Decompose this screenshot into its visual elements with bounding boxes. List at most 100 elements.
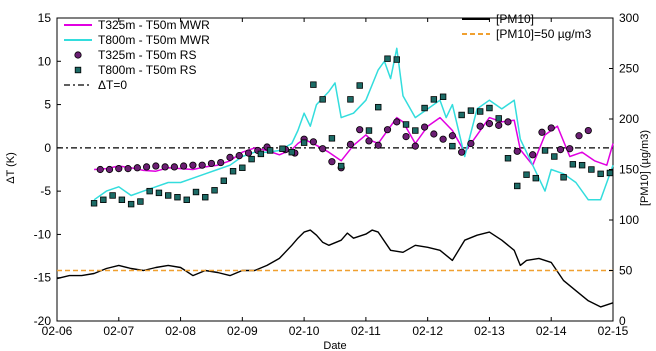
- y-right-tick-label: 200: [619, 112, 639, 126]
- point-t325m-t50m-rs: [566, 145, 574, 153]
- point-t800m-t50m-rs: [402, 121, 410, 128]
- point-t800m-t50m-rs: [300, 139, 308, 146]
- legend-label-rs325: T325m - T50m RS: [98, 48, 196, 62]
- point-t325m-t50m-rs: [402, 133, 410, 141]
- point-t325m-t50m-rs: [226, 153, 234, 161]
- point-t800m-t50m-rs: [365, 127, 373, 134]
- point-t800m-t50m-rs: [356, 82, 363, 89]
- point-t325m-t50m-rs: [529, 151, 537, 159]
- point-t325m-t50m-rs: [180, 162, 188, 170]
- point-t325m-t50m-rs: [467, 139, 475, 148]
- y-right-tick-label: 100: [619, 213, 639, 227]
- point-t800m-t50m-rs: [192, 188, 200, 196]
- point-t800m-t50m-rs: [578, 161, 586, 169]
- point-t325m-t50m-rs: [133, 164, 141, 172]
- point-t800m-t50m-rs: [412, 127, 419, 134]
- point-t325m-t50m-rs: [96, 165, 104, 174]
- x-tick-label: 02-11: [351, 324, 381, 338]
- point-t325m-t50m-rs: [105, 165, 114, 174]
- point-t800m-t50m-rs: [164, 192, 172, 199]
- point-t800m-t50m-rs: [229, 168, 237, 175]
- point-t325m-t50m-rs: [365, 137, 373, 145]
- point-t800m-t50m-rs: [202, 194, 209, 201]
- point-t325m-t50m-rs: [458, 148, 466, 156]
- y-left-tick-label: -10: [34, 227, 52, 241]
- point-t325m-t50m-rs: [547, 124, 555, 132]
- point-t800m-t50m-rs: [532, 174, 539, 182]
- point-t800m-t50m-rs: [109, 192, 116, 199]
- point-t325m-t50m-rs: [430, 130, 438, 138]
- x-tick-label: 02-07: [103, 324, 134, 338]
- series-line-pm10: [56, 229, 614, 308]
- y-left-tick-label: -20: [34, 314, 52, 328]
- point-t800m-t50m-rs: [127, 200, 135, 208]
- point-t325m-t50m-rs: [189, 161, 197, 169]
- point-t325m-t50m-rs: [142, 163, 151, 171]
- point-t800m-t50m-rs: [90, 200, 98, 207]
- point-t325m-t50m-rs: [319, 145, 327, 153]
- point-t800m-t50m-rs: [476, 108, 484, 115]
- point-t325m-t50m-rs: [504, 118, 512, 126]
- point-t800m-t50m-rs: [606, 169, 614, 177]
- y-left-tick-label: -5: [40, 184, 51, 198]
- point-t325m-t50m-rs: [556, 145, 565, 154]
- point-t800m-t50m-rs: [239, 164, 246, 171]
- y-right-tick-label: 50: [619, 264, 633, 278]
- x-tick-label: 02-14: [536, 324, 567, 338]
- point-t325m-t50m-rs: [448, 132, 456, 140]
- series-line-t800m-t50m-mwr: [93, 47, 614, 201]
- point-t325m-t50m-rs: [439, 135, 447, 143]
- point-t325m-t50m-rs: [115, 165, 123, 173]
- point-t800m-t50m-rs: [137, 198, 144, 205]
- point-t325m-t50m-rs: [420, 123, 429, 131]
- point-t800m-t50m-rs: [174, 194, 181, 201]
- legend-label-zero: ΔT=0: [98, 78, 127, 92]
- x-axis-label: Date: [323, 340, 346, 351]
- point-t800m-t50m-rs: [569, 161, 577, 168]
- point-t325m-t50m-rs: [328, 158, 336, 166]
- point-t800m-t50m-rs: [458, 111, 465, 119]
- point-t325m-t50m-rs: [411, 142, 419, 150]
- y-right-tick-label: 150: [619, 163, 639, 177]
- point-t325m-t50m-rs: [309, 138, 317, 146]
- point-t800m-t50m-rs: [347, 96, 354, 103]
- point-t800m-t50m-rs: [310, 81, 317, 88]
- x-tick-label: 02-06: [42, 324, 73, 338]
- legend-label-mwr800: T800m - T50m MWR: [98, 33, 210, 47]
- legend-swatch-rs325: [74, 51, 82, 59]
- point-t800m-t50m-rs: [266, 147, 274, 154]
- point-t800m-t50m-rs: [551, 153, 558, 160]
- point-t325m-t50m-rs: [495, 121, 503, 129]
- y-left-tick-label: -15: [34, 271, 52, 285]
- x-tick-label: 02-09: [227, 324, 258, 338]
- point-t325m-t50m-rs: [393, 118, 401, 126]
- point-t325m-t50m-rs: [584, 126, 592, 135]
- point-t325m-t50m-rs: [198, 161, 206, 169]
- point-t800m-t50m-rs: [504, 155, 512, 162]
- y-right-axis-label: [PM10] (µg/m3): [639, 130, 651, 206]
- point-t325m-t50m-rs: [152, 162, 160, 170]
- point-t800m-t50m-rs: [319, 96, 326, 103]
- point-t325m-t50m-rs: [485, 120, 494, 128]
- point-t325m-t50m-rs: [207, 159, 216, 168]
- point-t325m-t50m-rs: [217, 158, 225, 167]
- legend-label-threshold: [PM10]=50 µg/m3: [496, 27, 592, 41]
- point-t800m-t50m-rs: [100, 196, 107, 203]
- point-t800m-t50m-rs: [541, 147, 549, 154]
- point-t800m-t50m-rs: [560, 174, 567, 181]
- point-t325m-t50m-rs: [383, 126, 392, 134]
- point-t800m-t50m-rs: [421, 104, 428, 112]
- point-t800m-t50m-rs: [439, 93, 447, 100]
- point-t325m-t50m-rs: [346, 140, 355, 148]
- legend-label-rs800: T800m - T50m RS: [98, 63, 196, 77]
- point-t800m-t50m-rs: [597, 170, 604, 178]
- point-t325m-t50m-rs: [476, 122, 484, 130]
- point-t800m-t50m-rs: [155, 189, 163, 197]
- series-line-t325m-t50m-mwr: [94, 116, 614, 172]
- x-tick-label: 02-10: [289, 324, 320, 338]
- point-t325m-t50m-rs: [244, 149, 253, 157]
- point-t325m-t50m-rs: [170, 163, 178, 171]
- point-t325m-t50m-rs: [356, 126, 364, 134]
- point-t800m-t50m-rs: [220, 177, 227, 184]
